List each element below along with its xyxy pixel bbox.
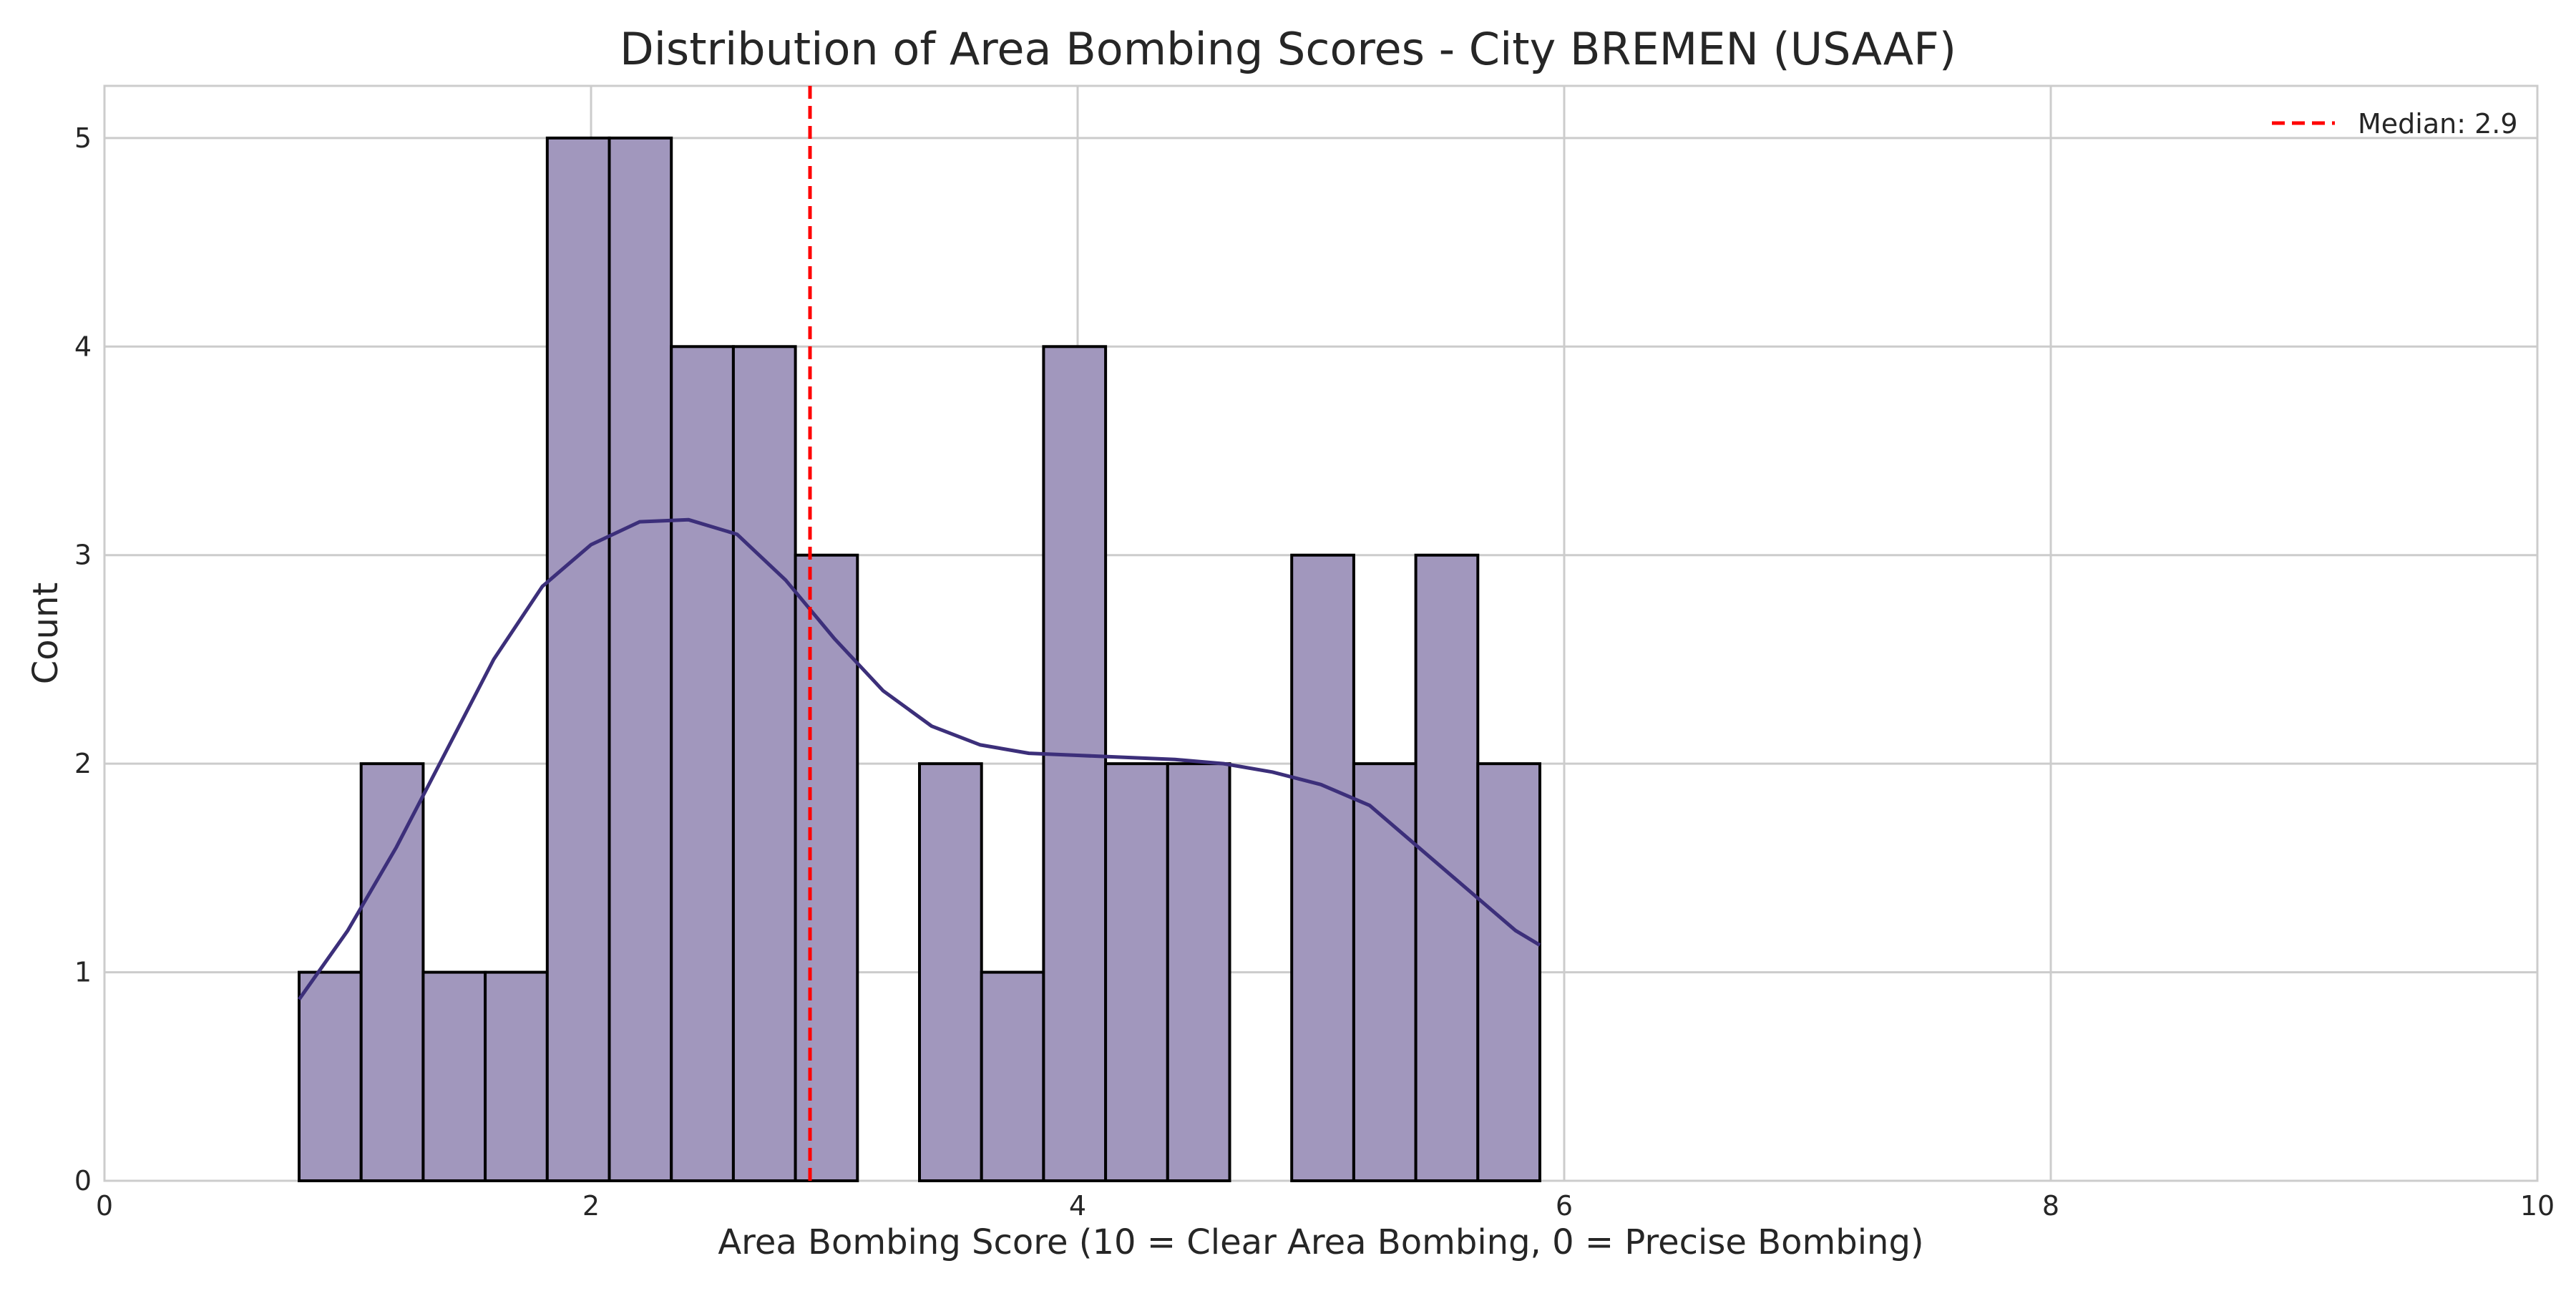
kde-curve: [297, 517, 1541, 1000]
histogram-bar-5: [608, 136, 673, 1182]
histogram-bar-13: [1104, 762, 1169, 1182]
x-tick-label-3: 6: [1556, 1190, 1573, 1222]
legend-median-label: Median: 2.9: [2358, 108, 2518, 140]
histogram-bar-11: [980, 970, 1045, 1182]
y-tick-label-2: 2: [74, 748, 92, 779]
histogram-bar-1: [359, 762, 425, 1182]
y-tick-label-5: 5: [74, 122, 92, 154]
histogram-bar-17: [1352, 762, 1418, 1182]
legend: Median: 2.9: [2272, 108, 2518, 140]
x-tick-label-2: 4: [1069, 1190, 1086, 1222]
histogram-bar-10: [918, 762, 983, 1182]
histogram-bar-2: [421, 970, 487, 1182]
y-tick-label-3: 3: [74, 540, 92, 571]
x-tick-label-0: 0: [96, 1190, 113, 1222]
histogram-bar-12: [1042, 345, 1108, 1182]
histogram-bar-19: [1476, 762, 1542, 1182]
histogram-bar-14: [1166, 762, 1231, 1182]
x-tick-label-1: 2: [582, 1190, 600, 1222]
x-tick-label-4: 8: [2042, 1190, 2059, 1222]
y-tick-label-4: 4: [74, 331, 92, 362]
kde-curve-group: [297, 517, 1541, 1000]
histogram-bar-18: [1414, 553, 1480, 1182]
histogram-bar-7: [731, 345, 797, 1182]
y-tick-label-0: 0: [74, 1165, 92, 1197]
y-tick-label-1: 1: [74, 957, 92, 988]
histogram-bar-4: [545, 136, 611, 1182]
histogram-bar-0: [298, 970, 363, 1182]
chart-title: Distribution of Area Bombing Scores - Ci…: [620, 23, 1956, 75]
histogram-bar-6: [670, 345, 735, 1182]
histogram-bar-3: [484, 970, 549, 1182]
tick-labels: 0 2 4 6 8 10 0 1 2 3 4 5: [74, 122, 2555, 1222]
x-axis-label: Area Bombing Score (10 = Clear Area Bomb…: [718, 1222, 1923, 1262]
histogram-bar-8: [794, 553, 859, 1182]
x-tick-label-5: 10: [2520, 1190, 2555, 1222]
y-axis-label: Count: [26, 583, 66, 685]
histogram-bar-16: [1290, 553, 1355, 1182]
histogram-bars: [298, 136, 1542, 1182]
